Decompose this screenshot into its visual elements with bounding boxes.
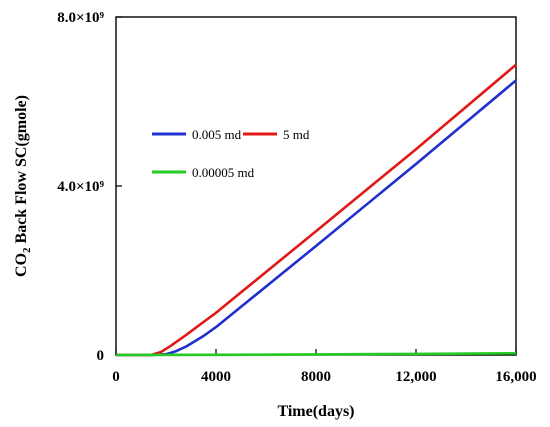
- x-tick-label: 12,000: [395, 369, 436, 385]
- y-tick-label: 4.0×10⁹: [57, 179, 104, 195]
- y-tick-label: 0: [97, 348, 105, 364]
- x-tick-label: 8000: [301, 369, 331, 385]
- y-axis-title: CO2 Back Flow SC(gmole): [13, 95, 33, 277]
- ticks-layer: 0 4000 8000 12,000 16,000 0 4.0×10⁹ 8.0×10⁹: [57, 10, 536, 385]
- legend: 0.005 md 5 md 0.00005 md: [152, 127, 310, 180]
- legend-label: 0.005 md: [192, 127, 242, 142]
- series-line-3: [115, 352, 517, 357]
- legend-label: 0.00005 md: [192, 165, 255, 180]
- series-line-1: [116, 79, 517, 357]
- x-tick-label: 0: [112, 369, 120, 385]
- x-tick-label: 16,000: [495, 369, 536, 385]
- legend-label: 5 md: [283, 127, 310, 142]
- x-tick-label: 4000: [201, 369, 231, 385]
- series-layer: [115, 63, 517, 357]
- series-line-2: [116, 63, 517, 357]
- plot-area-frame: [115, 16, 517, 356]
- x-axis-title: Time(days): [277, 403, 354, 420]
- y-tick-label: 8.0×10⁹: [57, 10, 104, 26]
